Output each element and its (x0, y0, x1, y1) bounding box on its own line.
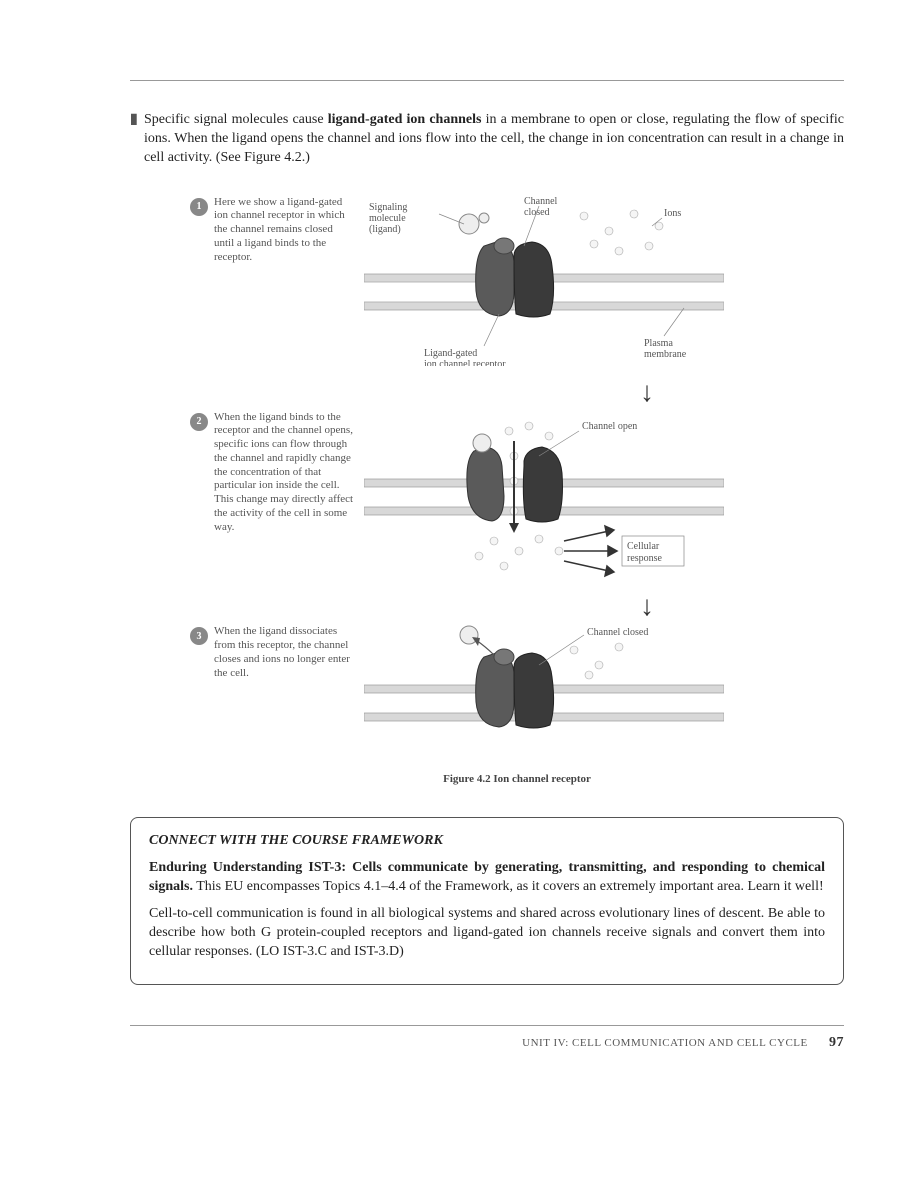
label-channel-closed: Channel (524, 196, 558, 207)
svg-text:(ligand): (ligand) (369, 224, 401, 235)
step-3-desc: When the ligand dissociates from this re… (214, 625, 364, 680)
top-rule (130, 80, 844, 81)
arrow-down-icon: ↓ (450, 379, 844, 407)
svg-text:response: response (627, 553, 663, 564)
arrow-down-icon-2: ↓ (450, 593, 844, 621)
step-1-desc: Here we show a ligand-gated ion channel … (214, 196, 364, 265)
intro-pre: Specific signal molecules cause (144, 112, 328, 127)
label-signaling: Signaling (369, 202, 407, 213)
page-footer: UNIT IV: CELL COMMUNICATION AND CELL CYC… (130, 1026, 844, 1061)
page-number: 97 (829, 1035, 844, 1050)
label-cellular-response: Cellular (627, 541, 660, 552)
ligand-icon (459, 214, 479, 234)
svg-text:molecule: molecule (369, 213, 406, 224)
step-2: 2 When the ligand binds to the receptor … (190, 411, 844, 588)
intro-paragraph: ▮ Specific signal molecules cause ligand… (130, 111, 844, 168)
label-channel-closed-2: Channel closed (587, 627, 648, 638)
step-2-number: 2 (190, 413, 208, 431)
box-p1-rest: This EU encompasses Topics 4.1–4.4 of th… (193, 879, 824, 894)
step-2-desc: When the ligand binds to the receptor an… (214, 411, 364, 535)
diagram-2-open-channel: Channel open Cellular response (364, 411, 844, 588)
figure-caption: Figure 4.2 Ion channel receptor (190, 772, 844, 787)
box-p2: Cell-to-cell communication is found in a… (149, 905, 825, 962)
ions-icon (580, 210, 663, 255)
step-3-number: 3 (190, 627, 208, 645)
step-1: 1 Here we show a ligand-gated ion channe… (190, 196, 844, 373)
response-arrows-icon (564, 526, 617, 576)
figure-4-2: 1 Here we show a ligand-gated ion channe… (190, 196, 844, 788)
label-channel-open: Channel open (582, 421, 637, 432)
connect-framework-box: CONNECT WITH THE COURSE FRAMEWORK Enduri… (130, 817, 844, 984)
label-receptor: Ligand-gated (424, 348, 477, 359)
step-1-number: 1 (190, 198, 208, 216)
diagram-3-closed-again: Channel closed (364, 625, 844, 762)
svg-text:membrane: membrane (644, 349, 687, 360)
footer-unit: UNIT IV: CELL COMMUNICATION AND CELL CYC… (522, 1037, 808, 1049)
bullet-icon: ▮ (130, 111, 144, 168)
svg-text:closed: closed (524, 207, 550, 218)
label-ions: Ions (664, 208, 681, 219)
step-3: 3 When the ligand dissociates from this … (190, 625, 844, 762)
svg-text:ion channel receptor: ion channel receptor (424, 359, 506, 366)
diagram-1-closed-channel: Signaling molecule (ligand) Channel clos… (364, 196, 844, 373)
intro-bold: ligand-gated ion channels (328, 112, 482, 127)
label-plasma: Plasma (644, 338, 673, 349)
box-title: CONNECT WITH THE COURSE FRAMEWORK (149, 832, 825, 851)
